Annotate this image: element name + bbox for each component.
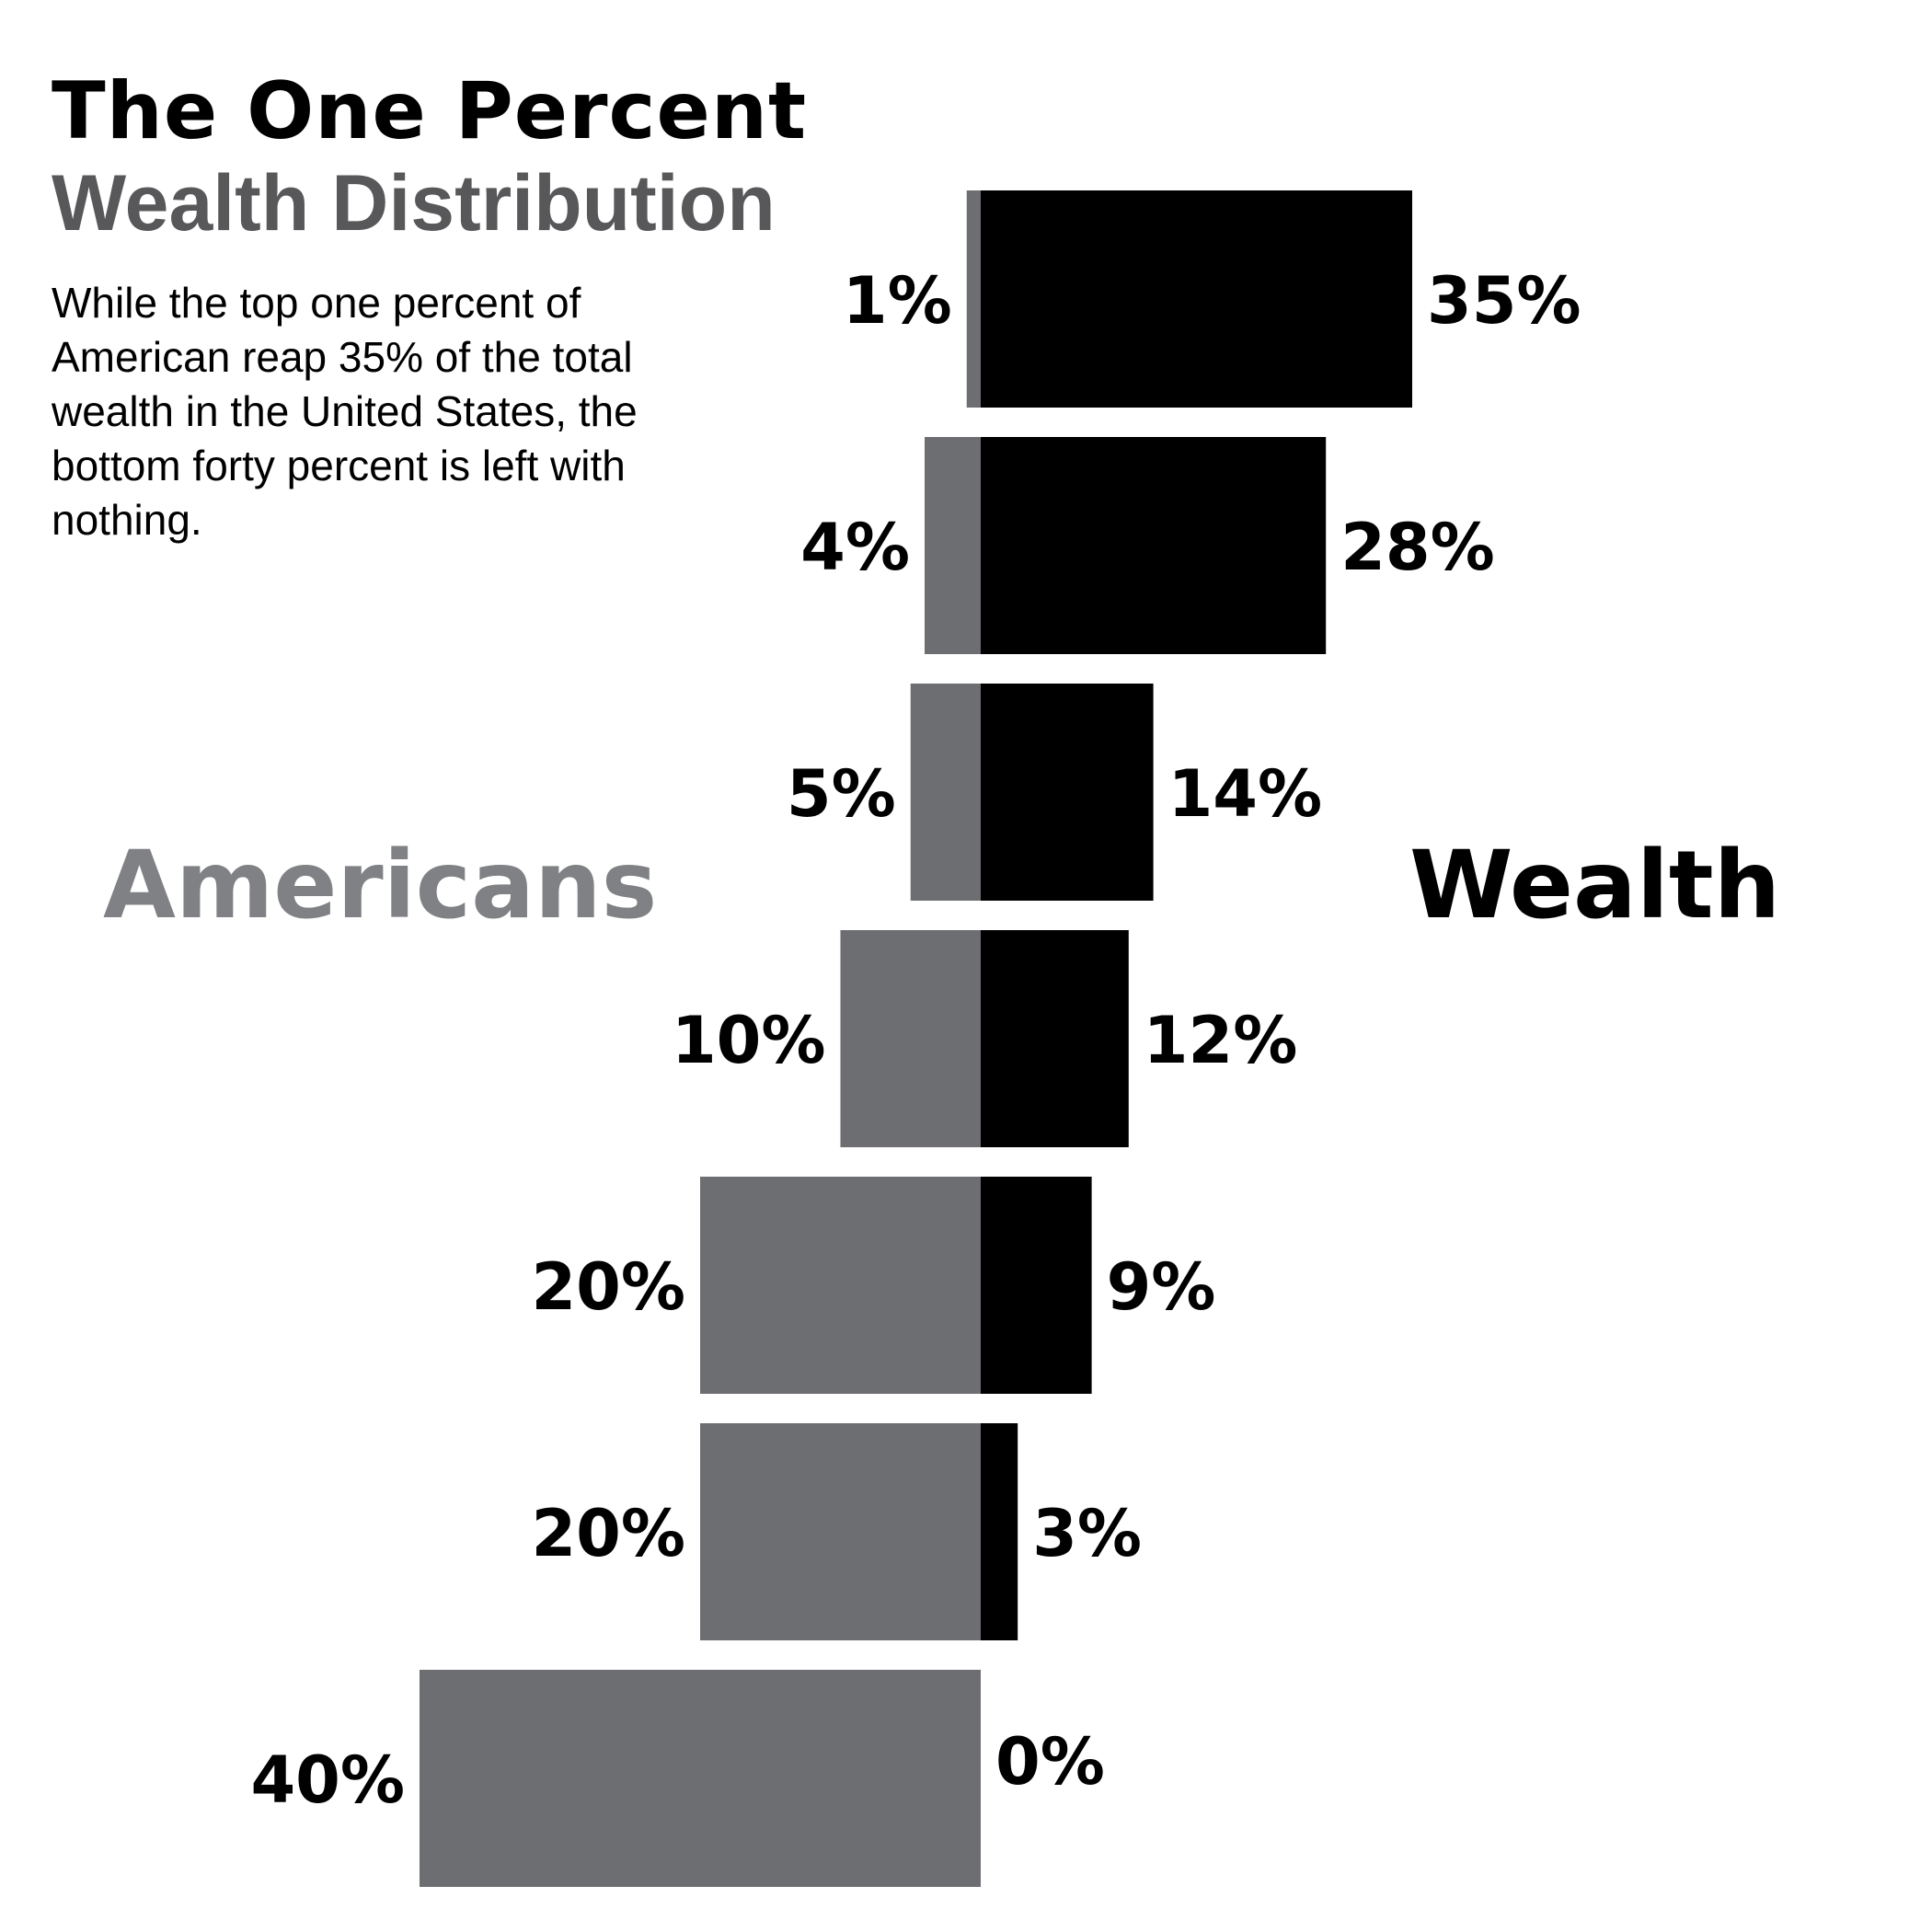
americans-value-label: 5%	[787, 756, 896, 832]
chart-subtitle: Wealth Distribution	[52, 159, 776, 247]
wealth-bar	[981, 930, 1129, 1147]
americans-label: Americans	[103, 831, 658, 940]
wealth-bar	[981, 684, 1154, 901]
chart-title: The One Percent	[52, 65, 808, 157]
wealth-bar	[981, 190, 1412, 408]
americans-value-label: 4%	[800, 510, 910, 585]
wealth-value-label: 0%	[995, 1724, 1105, 1800]
wealth-value-label: 28%	[1340, 510, 1495, 585]
americans-value-label: 20%	[531, 1496, 685, 1571]
americans-value-label: 20%	[531, 1249, 685, 1325]
americans-bar	[925, 437, 981, 654]
wealth-value-label: 14%	[1168, 756, 1323, 832]
wealth-bar	[981, 1423, 1018, 1640]
americans-bar	[700, 1423, 981, 1640]
wealth-bar	[981, 1177, 1092, 1394]
wealth-value-label: 3%	[1032, 1496, 1142, 1571]
wealth-bar	[981, 437, 1327, 654]
americans-bar	[700, 1177, 981, 1394]
wealth-value-label: 35%	[1427, 263, 1581, 339]
wealth-label: Wealth	[1409, 831, 1781, 940]
wealth-value-label: 12%	[1144, 1003, 1298, 1078]
americans-value-label: 10%	[672, 1003, 826, 1078]
chart-description: While the top one percent of American re…	[52, 279, 638, 544]
americans-bar	[910, 684, 981, 901]
americans-value-label: 40%	[250, 1742, 405, 1818]
americans-bar	[966, 190, 981, 408]
americans-bar	[840, 930, 981, 1147]
wealth-value-label: 9%	[1107, 1249, 1216, 1325]
americans-value-label: 1%	[843, 263, 952, 339]
americans-bar	[420, 1670, 981, 1887]
